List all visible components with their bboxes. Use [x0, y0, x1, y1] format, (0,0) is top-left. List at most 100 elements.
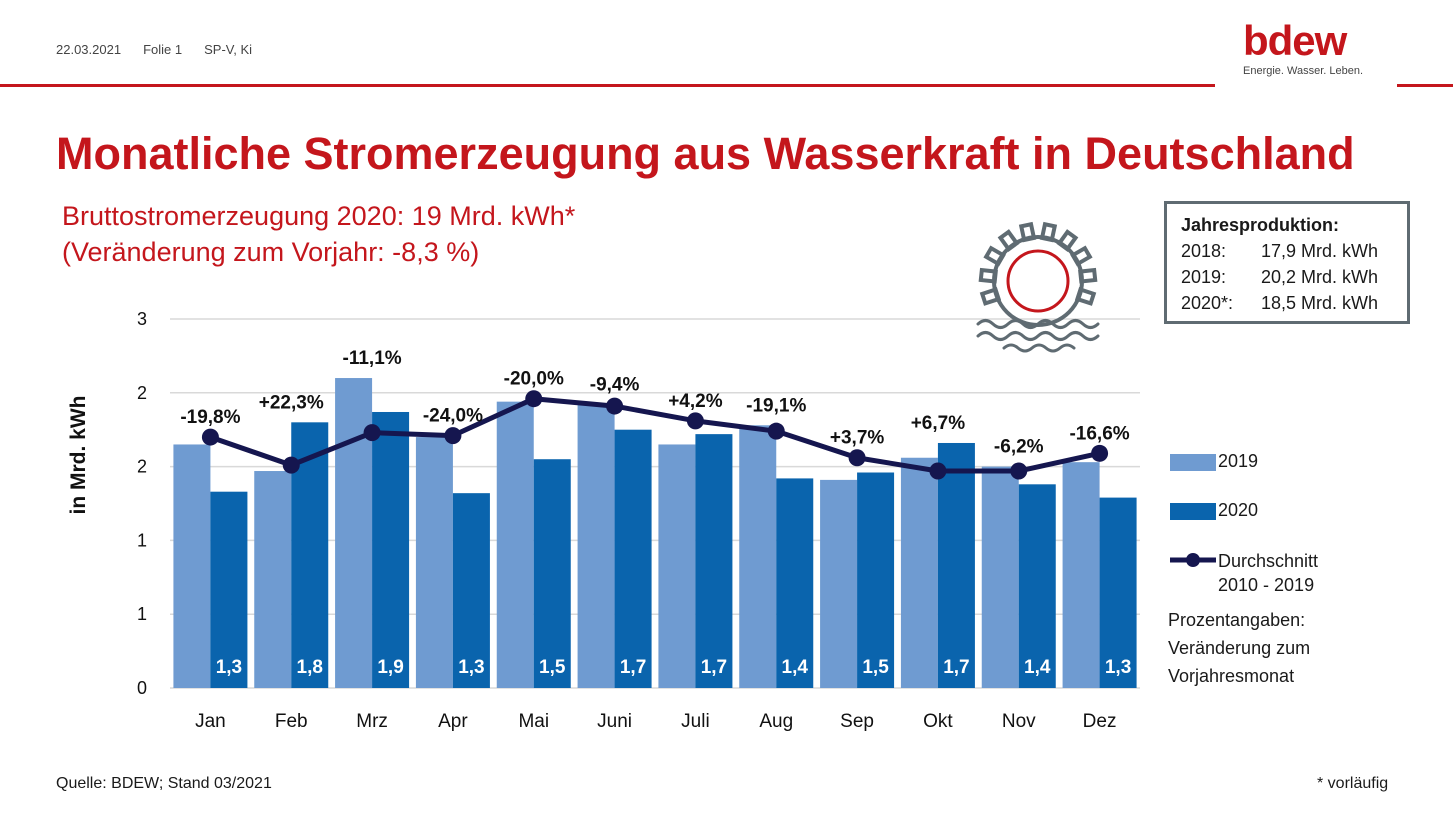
percent-change-label: -16,6% — [1069, 423, 1129, 444]
wheel-paddle — [978, 267, 998, 284]
bar-2019 — [900, 457, 938, 688]
x-tick-label: Aug — [759, 711, 793, 732]
annual-production-title: Jahresproduktion: — [1181, 215, 1340, 235]
note-line-3: Vorjahresmonat — [1168, 666, 1295, 686]
header-dept: SP-V, Ki — [204, 42, 253, 57]
subtitle-line-1: Bruttostromerzeugung 2020: 19 Mrd. kWh* — [62, 201, 576, 231]
annual-production-year: 2018: — [1181, 241, 1227, 261]
percent-change-label: +4,2% — [668, 391, 723, 412]
y-axis-label: in Mrd. kWh — [67, 396, 90, 515]
average-point — [1010, 462, 1028, 480]
bar-2019 — [658, 444, 696, 688]
annual-production-row: 2018: 17,9 Mrd. kWh — [1181, 238, 1397, 264]
wheel-paddle — [997, 229, 1020, 252]
wheel-paddle — [1078, 267, 1098, 284]
bar-2020-value-label: 1,7 — [701, 657, 727, 678]
legend-item-2019: 2019 — [1170, 451, 1258, 472]
bar-2020 — [210, 491, 248, 688]
header-slide: Folie 1 — [143, 42, 183, 57]
bar-2020 — [1099, 497, 1137, 688]
bar-2020-value-label: 1,7 — [620, 657, 646, 678]
header-date: 22.03.2021 — [56, 42, 122, 57]
y-tick-label: 2 — [137, 457, 147, 477]
x-tick-label: Jan — [195, 711, 226, 732]
average-point — [444, 427, 462, 445]
y-tick-label: 0 — [137, 678, 147, 698]
bar-2020 — [372, 411, 410, 688]
wheel-paddle — [1039, 221, 1058, 243]
annual-production-value: 20,2 Mrd. kWh — [1261, 267, 1379, 287]
labels-layer: 0 1 1 2 2 3 1,3 Jan 1,8 Feb 1,9 Mrz 1,3 Apr 1,5 Mai 1,7 J… — [137, 309, 1131, 732]
y-tick-label: 3 — [137, 309, 147, 329]
bar-2019 — [335, 378, 373, 688]
bar-2019 — [820, 479, 858, 688]
bar-2020 — [1018, 484, 1056, 688]
bar-2019 — [981, 466, 1019, 688]
percent-change-label: +3,7% — [830, 428, 885, 449]
bar-2020-value-label: 1,7 — [943, 657, 969, 678]
bars-layer — [173, 378, 1137, 688]
x-tick-label: Sep — [840, 711, 874, 732]
average-point — [363, 424, 381, 442]
y-tick-label: 1 — [137, 530, 147, 550]
bar-2020-value-label: 1,5 — [862, 657, 889, 678]
wheel-paddle — [979, 287, 1002, 306]
average-point — [848, 449, 866, 467]
subtitle: Bruttostromerzeugung 2020: 19 Mrd. kWh* … — [62, 198, 575, 270]
header-meta: 22.03.2021 Folie 1 SP-V, Ki — [56, 42, 252, 57]
annual-production-box: Jahresproduktion: 2018: 17,9 Mrd. kWh 20… — [1164, 201, 1410, 324]
average-point — [1091, 444, 1109, 462]
x-tick-label: Apr — [438, 711, 468, 732]
grid-layer — [170, 318, 1140, 689]
bar-2019 — [173, 444, 211, 688]
logo-tagline: Energie. Wasser. Leben. — [1243, 65, 1364, 77]
bar-2020 — [533, 459, 571, 688]
percent-change-label: -11,1% — [343, 348, 402, 369]
bar-2020-value-label: 1,8 — [297, 657, 323, 678]
average-point — [767, 422, 785, 440]
bar-2020 — [614, 429, 652, 688]
header-rule-left — [0, 84, 1215, 87]
hydropower-waterwheel-icon — [976, 221, 1100, 353]
legend-label-2019: 2019 — [1218, 451, 1259, 471]
y-tick-label: 2 — [137, 383, 147, 403]
average-point — [282, 456, 300, 474]
y-tick-label: 1 — [137, 604, 147, 624]
percent-note: Prozentangaben: Veränderung zum Vorjahre… — [1168, 606, 1310, 690]
bar-2020-value-label: 1,9 — [377, 657, 403, 678]
bar-2019 — [254, 471, 292, 688]
note-line-2: Veränderung zum — [1168, 638, 1311, 658]
bar-2019 — [577, 404, 615, 688]
logo-wordmark: bdew — [1243, 17, 1347, 64]
percent-change-label: -19,1% — [746, 395, 806, 416]
header-rule-right — [1397, 84, 1453, 87]
percent-change-label: +22,3% — [259, 392, 324, 413]
legend-item-average: Durchschnitt 2010 - 2019 — [1170, 549, 1318, 597]
subtitle-line-2: (Veränderung zum Vorjahr: -8,3 %) — [62, 237, 480, 267]
percent-change-label: -20,0% — [504, 369, 564, 390]
annual-production-value: 18,5 Mrd. kWh — [1261, 293, 1379, 313]
bar-2020-value-label: 1,3 — [1105, 657, 1131, 678]
x-tick-label: Dez — [1083, 711, 1117, 732]
bar-2019 — [739, 425, 777, 688]
bar-2020 — [857, 472, 895, 688]
bar-2019 — [496, 401, 534, 688]
legend-label-average-1: Durchschnitt — [1218, 551, 1319, 571]
wheel-paddle — [1056, 229, 1079, 252]
x-tick-label: Okt — [923, 711, 953, 732]
footnote: * vorläufig — [1317, 775, 1389, 792]
wheel-paddle — [1018, 221, 1037, 243]
source-note: Quelle: BDEW; Stand 03/2021 — [56, 775, 272, 792]
bar-2020 — [776, 478, 814, 688]
bar-2020 — [937, 442, 975, 688]
legend-item-2020: 2020 — [1170, 500, 1258, 521]
legend-swatch-2019 — [1170, 453, 1216, 471]
bdew-logo: bdew Energie. Wasser. Leben. — [1243, 17, 1383, 78]
annual-production-row: 2019: 20,2 Mrd. kWh — [1181, 264, 1397, 290]
legend-swatch-2020 — [1170, 502, 1216, 520]
page-title: Monatliche Stromerzeugung aus Wasserkraf… — [56, 128, 1355, 179]
bar-2020 — [452, 493, 490, 688]
x-tick-label: Juni — [597, 711, 632, 732]
bar-2020 — [695, 434, 733, 688]
